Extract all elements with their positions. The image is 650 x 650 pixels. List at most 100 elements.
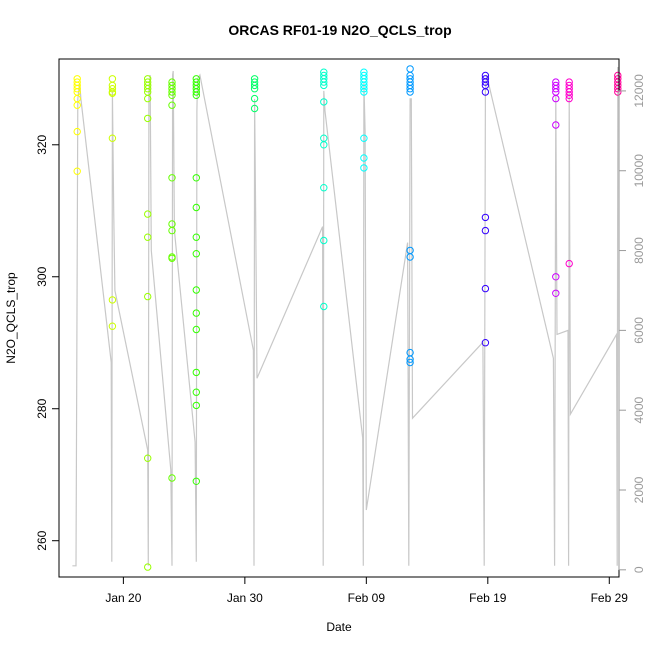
- x-tick-label: Feb 29: [591, 591, 629, 605]
- data-point: [192, 309, 201, 317]
- y2-tick-label: 4000: [632, 397, 646, 424]
- data-point: [192, 91, 201, 100]
- data-point: [320, 141, 328, 149]
- chart-title: ORCAS RF01-19 N2O_QCLS_trop: [228, 22, 451, 38]
- data-point: [360, 154, 368, 162]
- data-point: [144, 85, 152, 93]
- data-point: [144, 94, 152, 103]
- data-point: [406, 85, 414, 93]
- data-point: [73, 167, 81, 175]
- data-point: [192, 174, 201, 182]
- data-point: [406, 253, 414, 261]
- data-point: [168, 174, 176, 182]
- data-point: [320, 81, 328, 90]
- data-point: [552, 289, 560, 297]
- y-axis-title: N2O_QCLS_trop: [4, 272, 18, 364]
- data-point: [481, 226, 490, 235]
- data-point: [360, 88, 368, 96]
- data-point: [320, 184, 328, 192]
- y2-tick-label: 6000: [632, 317, 646, 344]
- data-point: [144, 114, 152, 123]
- data-points-layer: [73, 65, 622, 571]
- data-point: [192, 388, 201, 396]
- x-axis-title: Date: [326, 620, 352, 634]
- data-point: [481, 284, 490, 293]
- plot-frame: [58, 58, 620, 578]
- data-point: [250, 81, 259, 90]
- data-point: [552, 94, 560, 103]
- data-point: [406, 65, 414, 73]
- altitude-line: [72, 66, 619, 567]
- data-point: [108, 134, 117, 142]
- data-point: [250, 104, 259, 113]
- data-point: [192, 477, 201, 485]
- data-point: [108, 89, 117, 98]
- data-point: [168, 254, 176, 262]
- y2-tick-label: 0: [632, 566, 646, 573]
- data-point: [565, 94, 573, 103]
- data-point: [250, 85, 259, 93]
- data-point: [320, 78, 328, 86]
- y-tick-label: 280: [35, 398, 49, 418]
- data-point: [614, 85, 622, 93]
- data-point: [108, 85, 117, 93]
- data-point: [192, 88, 201, 96]
- y-tick-label: 300: [35, 266, 49, 286]
- x-tick-label: Jan 20: [105, 591, 141, 605]
- data-point: [168, 88, 176, 96]
- data-point: [552, 121, 560, 129]
- data-point: [406, 88, 414, 96]
- data-point: [168, 101, 176, 109]
- y2-tick-label: 8000: [632, 237, 646, 264]
- data-point: [144, 563, 152, 571]
- data-point: [250, 94, 259, 103]
- data-point: [108, 75, 117, 83]
- x-tick-label: Feb 19: [469, 591, 507, 605]
- data-point: [360, 85, 368, 93]
- data-point: [565, 259, 573, 268]
- data-point: [73, 85, 81, 93]
- data-point: [192, 286, 201, 294]
- data-point: [192, 250, 201, 258]
- data-point: [108, 296, 117, 304]
- data-point: [406, 358, 414, 367]
- data-point: [168, 91, 176, 100]
- data-point: [481, 339, 490, 347]
- data-point: [168, 226, 176, 235]
- y-tick-label: 320: [35, 134, 49, 154]
- data-point: [73, 101, 81, 109]
- data-point: [144, 454, 152, 462]
- data-point: [192, 368, 201, 377]
- data-point: [614, 88, 622, 96]
- data-point: [406, 355, 414, 363]
- data-point: [552, 85, 560, 93]
- data-point: [168, 474, 176, 482]
- data-point: [481, 88, 490, 96]
- data-point: [481, 78, 490, 86]
- data-point: [360, 134, 368, 142]
- data-point: [144, 233, 152, 241]
- data-point: [73, 127, 81, 136]
- data-point: [360, 164, 368, 172]
- y-tick-label: 260: [35, 530, 49, 550]
- y2-tick-label: 10000: [632, 154, 646, 188]
- data-point: [320, 236, 328, 245]
- axes-layer: Jan 20 Jan 30 Feb 09 Feb 19 Feb 29 260 280 300 3…: [35, 74, 646, 605]
- y2-tick-label: 2000: [632, 476, 646, 503]
- data-point: [108, 322, 117, 330]
- data-point: [192, 401, 201, 410]
- data-point: [565, 91, 573, 100]
- x-tick-label: Jan 30: [227, 591, 263, 605]
- y2-tick-label: 12000: [632, 74, 646, 108]
- data-point: [192, 325, 201, 334]
- data-point: [552, 273, 560, 281]
- data-point: [320, 302, 328, 311]
- data-point: [144, 292, 152, 301]
- x-tick-label: Feb 09: [348, 591, 386, 605]
- data-point: [192, 233, 201, 241]
- data-point: [192, 203, 201, 212]
- data-point: [481, 213, 490, 222]
- data-point: [320, 98, 328, 106]
- data-point: [144, 210, 152, 218]
